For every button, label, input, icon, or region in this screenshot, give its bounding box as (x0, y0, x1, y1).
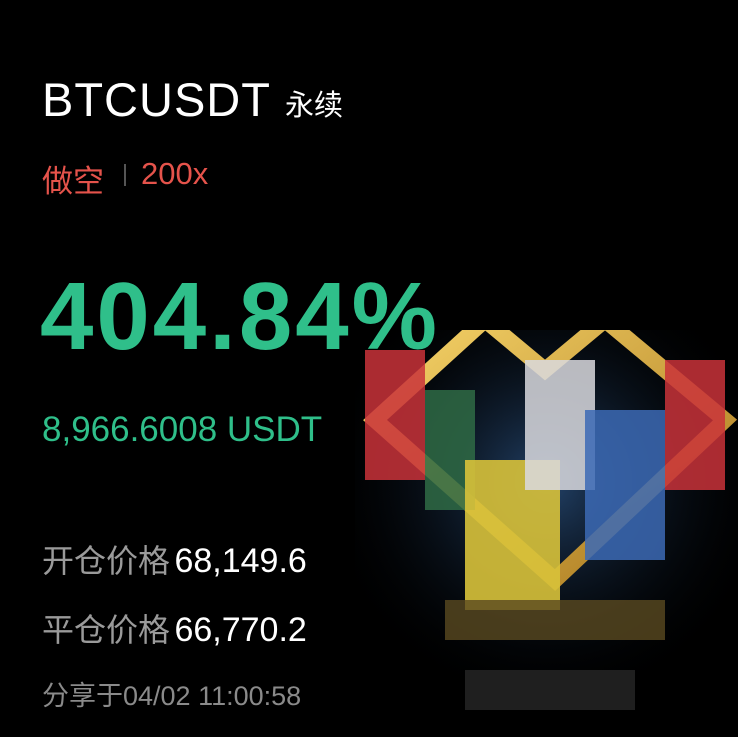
divider (124, 164, 126, 186)
contract-type: 永续 (285, 90, 344, 122)
pnl-percent: 404.84% (40, 263, 440, 370)
promo-artwork-pixelated (355, 330, 738, 710)
exit-price-label: 平仓价格 (42, 612, 171, 648)
entry-price-label: 开仓价格 (42, 543, 171, 579)
exit-price-row: 平仓价格 66,770.2 (42, 605, 307, 651)
pnl-amount: 8,966.6008 USDT (42, 410, 323, 449)
share-label: 分享于 (42, 681, 123, 711)
share-timestamp: 分享于04/02 11:00:58 (42, 674, 301, 713)
position-side: 做空 (42, 164, 104, 199)
exit-price-value: 66,770.2 (174, 611, 307, 649)
share-time: 04/02 11:00:58 (123, 681, 302, 711)
entry-price-value: 68,149.6 (174, 542, 307, 580)
entry-price-row: 开仓价格 68,149.6 (42, 536, 307, 582)
symbol-title: BTCUSDT (42, 73, 271, 126)
leverage: 200x (141, 156, 209, 191)
